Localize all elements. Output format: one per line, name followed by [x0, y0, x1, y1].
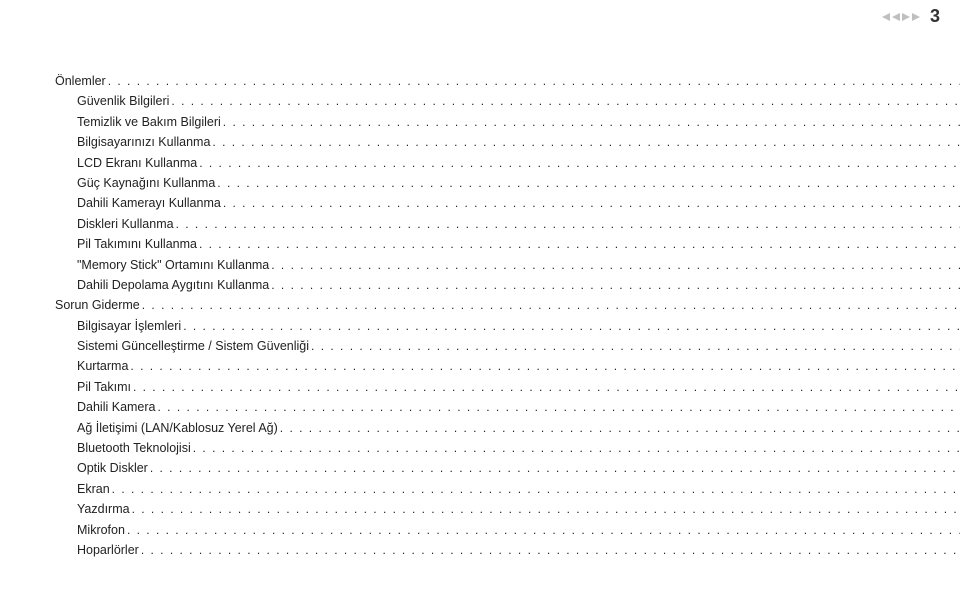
toc-entry[interactable]: Temizlik ve Bakım Bilgileri. . . . . . .…: [55, 113, 960, 131]
toc-leader-dots: . . . . . . . . . . . . . . . . . . . . …: [199, 236, 960, 253]
toc-leader-dots: . . . . . . . . . . . . . . . . . . . . …: [141, 542, 960, 559]
toc-label: Diskleri Kullanma: [77, 215, 174, 233]
toc-leader-dots: . . . . . . . . . . . . . . . . . . . . …: [183, 318, 960, 335]
toc-label: Ekran: [77, 480, 110, 498]
toc-leader-dots: . . . . . . . . . . . . . . . . . . . . …: [311, 338, 960, 355]
toc-label: "Memory Stick" Ortamını Kullanma: [77, 256, 269, 274]
toc-leader-dots: . . . . . . . . . . . . . . . . . . . . …: [158, 399, 960, 416]
toc-leader-dots: . . . . . . . . . . . . . . . . . . . . …: [127, 522, 960, 539]
toc-label: Hoparlörler: [77, 541, 139, 559]
toc-label: Bilgisayarınızı Kullanma: [77, 133, 210, 151]
toc-label: Kurtarma: [77, 357, 128, 375]
toc-leader-dots: . . . . . . . . . . . . . . . . . . . . …: [271, 257, 960, 274]
toc-leader-dots: . . . . . . . . . . . . . . . . . . . . …: [199, 155, 960, 172]
toc-label: Sistemi Güncelleştirme / Sistem Güvenliğ…: [77, 337, 309, 355]
arrow-left-icon[interactable]: [882, 13, 890, 21]
toc-entry[interactable]: "Memory Stick" Ortamını Kullanma. . . . …: [55, 256, 960, 274]
toc-leader-dots: . . . . . . . . . . . . . . . . . . . . …: [142, 297, 960, 314]
toc-label: Sorun Giderme: [55, 296, 140, 314]
toc-label: Dahili Kamera: [77, 398, 156, 416]
toc-entry[interactable]: Yazdırma. . . . . . . . . . . . . . . . …: [55, 500, 960, 518]
toc-leader-dots: . . . . . . . . . . . . . . . . . . . . …: [217, 175, 960, 192]
toc-label: Pil Takımı: [77, 378, 131, 396]
toc-entry[interactable]: Bluetooth Teknolojisi. . . . . . . . . .…: [55, 439, 960, 457]
toc-label: LCD Ekranı Kullanma: [77, 154, 197, 172]
toc-entry[interactable]: LCD Ekranı Kullanma. . . . . . . . . . .…: [55, 154, 960, 172]
toc-entry[interactable]: Sorun Giderme. . . . . . . . . . . . . .…: [55, 296, 960, 314]
toc-entry[interactable]: Dahili Depolama Aygıtını Kullanma. . . .…: [55, 276, 960, 294]
toc-label: Yazdırma: [77, 500, 130, 518]
toc-leader-dots: . . . . . . . . . . . . . . . . . . . . …: [112, 481, 960, 498]
toc-leader-dots: . . . . . . . . . . . . . . . . . . . . …: [133, 379, 960, 396]
toc-label: Dahili Kamerayı Kullanma: [77, 194, 221, 212]
toc-entry[interactable]: Güvenlik Bilgileri. . . . . . . . . . . …: [55, 92, 960, 110]
toc-label: Bluetooth Teknolojisi: [77, 439, 191, 457]
toc-label: Dahili Depolama Aygıtını Kullanma: [77, 276, 269, 294]
toc-entry[interactable]: Kurtarma. . . . . . . . . . . . . . . . …: [55, 357, 960, 375]
toc-label: Temizlik ve Bakım Bilgileri: [77, 113, 221, 131]
toc-leader-dots: . . . . . . . . . . . . . . . . . . . . …: [193, 440, 960, 457]
arrow-right-icon[interactable]: [902, 13, 910, 21]
toc-leader-dots: . . . . . . . . . . . . . . . . . . . . …: [271, 277, 960, 294]
toc-entry[interactable]: Optik Diskler. . . . . . . . . . . . . .…: [55, 459, 960, 477]
toc-leader-dots: . . . . . . . . . . . . . . . . . . . . …: [280, 420, 960, 437]
toc-entry[interactable]: Bilgisayarınızı Kullanma. . . . . . . . …: [55, 133, 960, 151]
toc-leader-dots: . . . . . . . . . . . . . . . . . . . . …: [223, 195, 960, 212]
toc-label: Güç Kaynağını Kullanma: [77, 174, 215, 192]
toc-entry[interactable]: Dahili Kamera. . . . . . . . . . . . . .…: [55, 398, 960, 416]
toc-entry[interactable]: Güç Kaynağını Kullanma. . . . . . . . . …: [55, 174, 960, 192]
toc-label: Pil Takımını Kullanma: [77, 235, 197, 253]
toc-entry[interactable]: Bilgisayar İşlemleri. . . . . . . . . . …: [55, 317, 960, 335]
toc-entry[interactable]: Dahili Kamerayı Kullanma. . . . . . . . …: [55, 194, 960, 212]
page-number: 3: [930, 6, 940, 27]
toc-leader-dots: . . . . . . . . . . . . . . . . . . . . …: [130, 358, 960, 375]
toc-entry[interactable]: Önlemler. . . . . . . . . . . . . . . . …: [55, 72, 960, 90]
page-header: 3: [882, 6, 940, 27]
toc-leader-dots: . . . . . . . . . . . . . . . . . . . . …: [150, 460, 960, 477]
toc-entry[interactable]: Pil Takımı. . . . . . . . . . . . . . . …: [55, 378, 960, 396]
toc-entry[interactable]: Ekran. . . . . . . . . . . . . . . . . .…: [55, 480, 960, 498]
toc-label: Optik Diskler: [77, 459, 148, 477]
toc-label: Mikrofon: [77, 521, 125, 539]
toc-left-column: Önlemler . . . . . . . . . . . . . . . . …: [55, 70, 960, 561]
toc-leader-dots: . . . . . . . . . . . . . . . . . . . . …: [176, 216, 960, 233]
toc-leader-dots: . . . . . . . . . . . . . . . . . . . . …: [212, 134, 960, 151]
toc-leader-dots: . . . . . . . . . . . . . . . . . . . . …: [108, 73, 960, 90]
toc-entry[interactable]: Sistemi Güncelleştirme / Sistem Güvenliğ…: [55, 337, 960, 355]
arrow-left-icon[interactable]: [892, 13, 900, 21]
nav-arrows: [882, 13, 920, 21]
document-page: 3 Önlemler . . . . . . . . . . . . . . . …: [0, 0, 960, 601]
toc-entry[interactable]: Ağ İletişimi (LAN/Kablosuz Yerel Ağ). . …: [55, 419, 960, 437]
arrow-right-icon[interactable]: [912, 13, 920, 21]
toc-entry[interactable]: Hoparlörler. . . . . . . . . . . . . . .…: [55, 541, 960, 559]
toc-entry[interactable]: Mikrofon. . . . . . . . . . . . . . . . …: [55, 521, 960, 539]
toc-leader-dots: . . . . . . . . . . . . . . . . . . . . …: [223, 114, 960, 131]
toc-leader-dots: . . . . . . . . . . . . . . . . . . . . …: [132, 501, 960, 518]
toc-label: Bilgisayar İşlemleri: [77, 317, 181, 335]
toc-label: Güvenlik Bilgileri: [77, 92, 169, 110]
toc-entry[interactable]: Pil Takımını Kullanma. . . . . . . . . .…: [55, 235, 960, 253]
toc-label: Önlemler: [55, 72, 106, 90]
toc-label: Ağ İletişimi (LAN/Kablosuz Yerel Ağ): [77, 419, 278, 437]
toc-columns: Önlemler. . . . . . . . . . . . . . . . …: [55, 30, 905, 561]
toc-entry[interactable]: Diskleri Kullanma. . . . . . . . . . . .…: [55, 215, 960, 233]
toc-leader-dots: . . . . . . . . . . . . . . . . . . . . …: [171, 93, 960, 110]
